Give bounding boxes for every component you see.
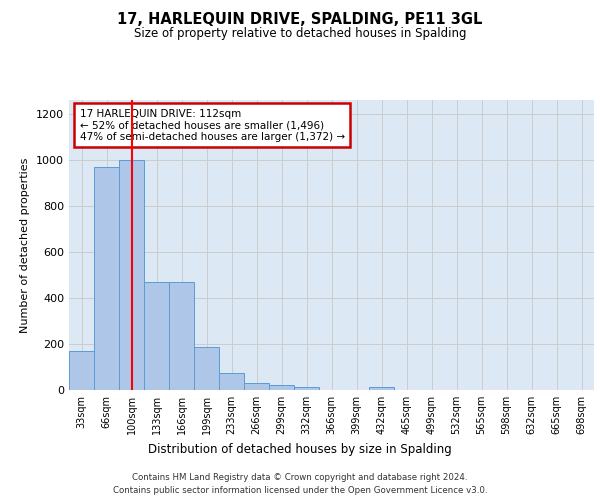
Bar: [269, 385, 294, 390]
Bar: [69, 351, 94, 390]
Text: Distribution of detached houses by size in Spalding: Distribution of detached houses by size …: [148, 442, 452, 456]
Bar: [119, 160, 144, 390]
Text: Contains public sector information licensed under the Open Government Licence v3: Contains public sector information licen…: [113, 486, 487, 495]
Bar: [294, 387, 319, 390]
Bar: [169, 282, 194, 390]
Bar: [144, 282, 169, 390]
Y-axis label: Number of detached properties: Number of detached properties: [20, 158, 31, 332]
Text: Size of property relative to detached houses in Spalding: Size of property relative to detached ho…: [134, 28, 466, 40]
Bar: [194, 348, 219, 390]
Bar: [94, 166, 119, 390]
Bar: [369, 387, 394, 390]
Bar: [219, 372, 244, 390]
Text: Contains HM Land Registry data © Crown copyright and database right 2024.: Contains HM Land Registry data © Crown c…: [132, 472, 468, 482]
Text: 17, HARLEQUIN DRIVE, SPALDING, PE11 3GL: 17, HARLEQUIN DRIVE, SPALDING, PE11 3GL: [118, 12, 482, 28]
Bar: [244, 383, 269, 390]
Text: 17 HARLEQUIN DRIVE: 112sqm
← 52% of detached houses are smaller (1,496)
47% of s: 17 HARLEQUIN DRIVE: 112sqm ← 52% of deta…: [79, 108, 344, 142]
